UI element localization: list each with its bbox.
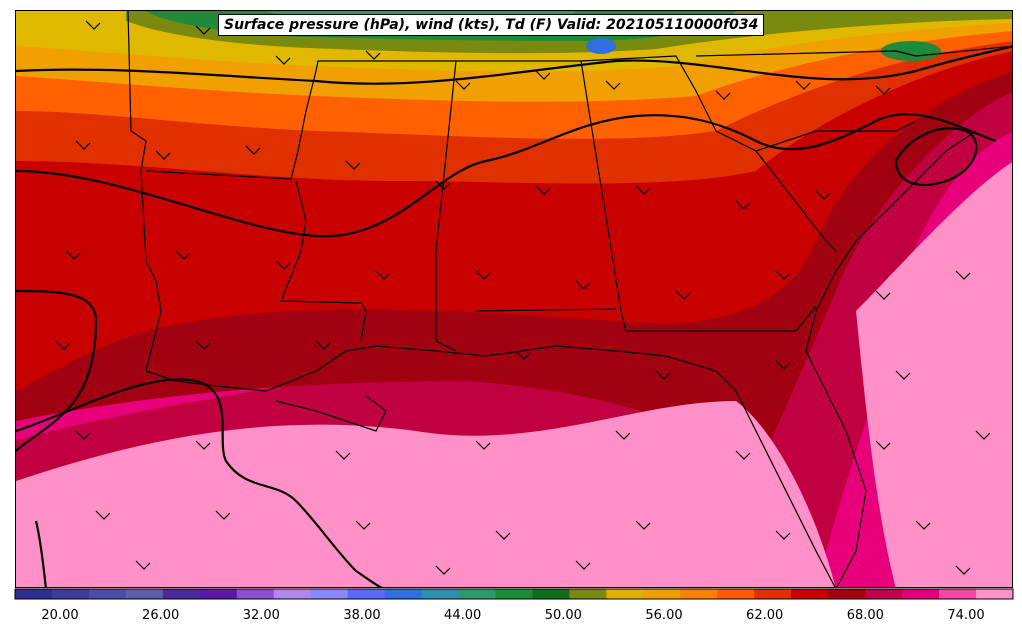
coastline <box>145 130 977 587</box>
colorbar-swatch <box>310 589 349 599</box>
map-panel <box>15 10 1013 588</box>
colorbar-tick-label: 38.00 <box>343 608 381 623</box>
colorbar-tick-label: 26.00 <box>142 608 180 623</box>
colorbar-tick-label: 44.00 <box>444 608 482 623</box>
colorbar-swatch <box>347 589 386 599</box>
colorbar-swatch <box>754 589 792 599</box>
colorbar-swatch <box>643 589 681 599</box>
wind-barbs <box>55 20 991 575</box>
state-borders <box>127 11 1012 372</box>
colorbar-swatch <box>51 589 90 599</box>
band-44-east <box>881 41 941 61</box>
colorbar-swatch <box>717 589 755 599</box>
colorbar-swatch <box>125 589 164 599</box>
colorbar-swatch <box>199 589 238 599</box>
colorbar-swatch <box>680 589 718 599</box>
colorbar-swatch <box>828 589 866 599</box>
dewpoint-map <box>16 11 1012 587</box>
colorbar-swatch <box>421 589 460 599</box>
colorbar-swatch <box>865 589 903 599</box>
band-38 <box>586 38 616 54</box>
colorbar-swatch <box>976 589 1014 599</box>
colorbar-frame <box>14 588 1014 600</box>
colorbar-swatch <box>273 589 312 599</box>
colorbar-tick-label: 62.00 <box>746 608 784 623</box>
colorbar-swatch <box>791 589 829 599</box>
colorbar-swatch <box>162 589 201 599</box>
colorbar-swatch <box>15 589 53 599</box>
gulf-region <box>16 401 836 587</box>
colorbar-swatch <box>569 589 607 599</box>
isobars <box>16 45 1012 587</box>
map-title: Surface pressure (hPa), wind (kts), Td (… <box>218 14 765 36</box>
colorbar-tick-label: 32.00 <box>242 608 280 623</box>
colorbar-swatch <box>939 589 977 599</box>
colorbar-swatch <box>902 589 940 599</box>
colorbar-swatch <box>236 589 275 599</box>
colorbar-tick-label: 68.00 <box>846 608 884 623</box>
atlantic-region <box>856 162 1012 587</box>
colorbar-swatch <box>495 589 533 599</box>
colorbar-swatch <box>384 589 423 599</box>
colorbar-swatch <box>532 589 570 599</box>
colorbar-tick-label: 56.00 <box>645 608 683 623</box>
colorbar-swatch <box>88 589 127 599</box>
colorbar <box>14 588 1014 600</box>
colorbar-swatch <box>458 589 497 599</box>
colorbar-tick-label: 50.00 <box>544 608 582 623</box>
colorbar-tick-label: 20.00 <box>41 608 79 623</box>
colorbar-swatch <box>606 589 644 599</box>
colorbar-tick-label: 74.00 <box>947 608 985 623</box>
